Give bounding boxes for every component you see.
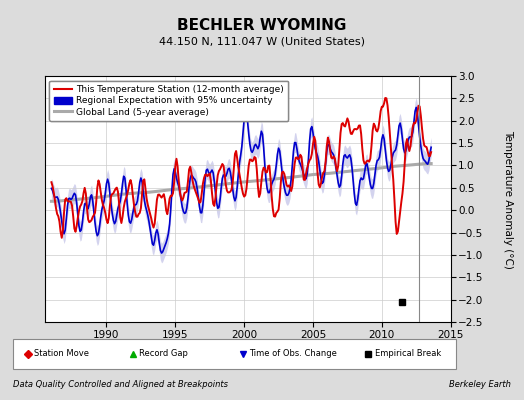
Y-axis label: Temperature Anomaly (°C): Temperature Anomaly (°C) <box>503 130 513 268</box>
Legend: This Temperature Station (12-month average), Regional Expectation with 95% uncer: This Temperature Station (12-month avera… <box>49 80 288 121</box>
Text: Record Gap: Record Gap <box>139 350 188 358</box>
Text: 44.150 N, 111.047 W (United States): 44.150 N, 111.047 W (United States) <box>159 36 365 46</box>
Text: Empirical Break: Empirical Break <box>375 350 441 358</box>
Text: Empirical Break: Empirical Break <box>375 350 441 358</box>
Text: Berkeley Earth: Berkeley Earth <box>449 380 511 389</box>
Text: Data Quality Controlled and Aligned at Breakpoints: Data Quality Controlled and Aligned at B… <box>13 380 228 389</box>
Text: Time of Obs. Change: Time of Obs. Change <box>249 350 337 358</box>
Text: BECHLER WYOMING: BECHLER WYOMING <box>177 18 347 33</box>
Text: Station Move: Station Move <box>34 350 89 358</box>
Text: Station Move: Station Move <box>34 350 89 358</box>
Text: Time of Obs. Change: Time of Obs. Change <box>249 350 337 358</box>
Text: Record Gap: Record Gap <box>139 350 188 358</box>
